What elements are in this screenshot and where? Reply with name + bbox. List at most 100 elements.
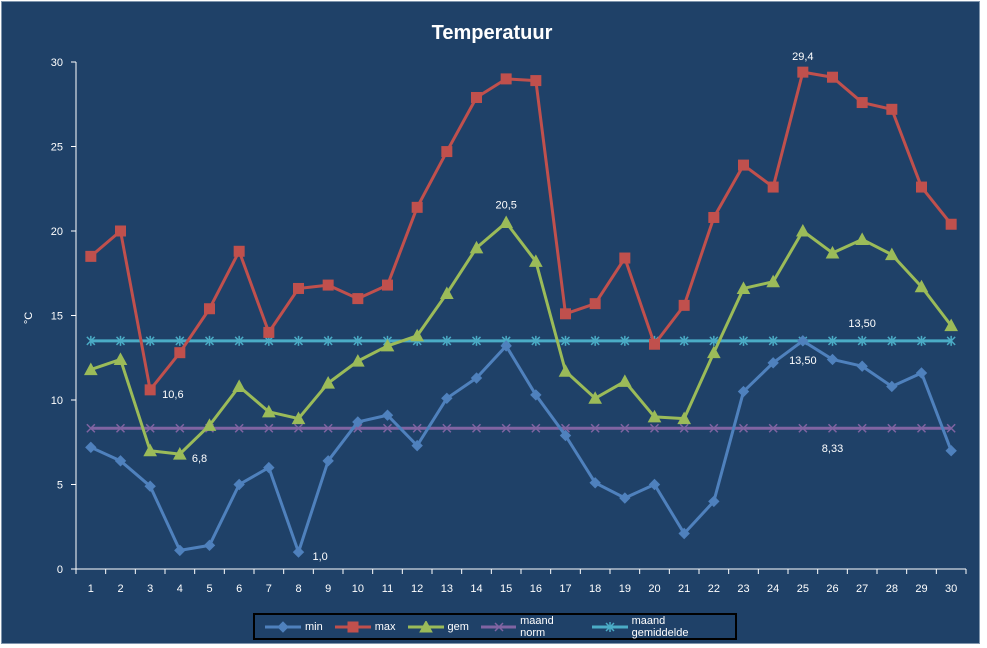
x-tick-label: 14 xyxy=(470,583,482,595)
legend-item-min: min xyxy=(265,621,323,633)
legend-marker xyxy=(605,621,615,632)
data-point-maand-gemiddelde xyxy=(353,335,363,346)
data-point-min xyxy=(174,544,186,557)
data-point-min xyxy=(441,392,453,405)
data-point-max xyxy=(352,293,364,305)
annotations-layer: 29,4 20,5 10,6 6,8 1,0 13,50 13,50 8,33 xyxy=(162,51,876,563)
legend-swatch xyxy=(334,621,371,632)
data-point-min xyxy=(915,367,928,379)
data-point-gem xyxy=(588,391,603,404)
data-point-max xyxy=(708,211,720,223)
legend-item-max: max xyxy=(334,621,396,633)
x-tick-label: 12 xyxy=(411,583,423,595)
legend-marker xyxy=(347,621,359,632)
x-tick-label: 10 xyxy=(352,583,364,595)
data-point-maand-norm xyxy=(382,423,393,433)
x-ticks: 1 2 3 4 5 6 7 8 9 10 11 12 13 14 15 16 17 18 19 20 21 22 23 24 2… xyxy=(75,569,967,595)
data-point-min xyxy=(767,357,779,369)
legend-item-maand-gemiddelde: maand gemiddelde xyxy=(592,615,723,639)
legend-item-maand-norm: maand norm xyxy=(480,614,580,639)
data-point-min xyxy=(886,380,898,393)
y-tick-label: 5 xyxy=(57,480,63,492)
data-point-gem xyxy=(944,318,959,332)
data-point-maand-norm xyxy=(857,423,867,433)
data-point-gem xyxy=(261,404,276,418)
x-tick-label: 2 xyxy=(117,583,123,595)
x-tick-label: 22 xyxy=(708,583,720,595)
series-layer xyxy=(83,66,959,558)
series-gem xyxy=(83,215,959,460)
data-point-maand-gemiddelde xyxy=(768,335,778,346)
data-point-min xyxy=(114,455,127,467)
data-point-min xyxy=(233,478,245,491)
series-line-min xyxy=(90,339,953,554)
data-point-maand-gemiddelde xyxy=(145,335,155,346)
data-point-maand-gemiddelde xyxy=(323,335,333,346)
data-point-max xyxy=(85,250,97,262)
data-point-max xyxy=(174,347,186,359)
x-tick-label: 25 xyxy=(797,583,809,595)
data-point-maand-norm xyxy=(323,423,333,433)
y-tick-label: 20 xyxy=(51,226,63,238)
data-point-min xyxy=(381,409,394,421)
data-label: 13,50 xyxy=(789,355,817,367)
data-point-min xyxy=(737,385,750,398)
data-point-maand-gemiddelde xyxy=(827,335,838,346)
data-point-maand-gemiddelde xyxy=(175,335,185,346)
legend-swatch xyxy=(592,621,628,632)
series-max xyxy=(85,66,957,396)
data-point-min xyxy=(826,353,839,366)
data-point-min xyxy=(589,477,601,489)
series-maand-norm xyxy=(86,423,956,433)
data-point-min xyxy=(856,360,868,372)
data-label: 29,4 xyxy=(792,51,813,63)
data-point-maand-gemiddelde xyxy=(293,335,304,346)
legend-label: maand norm xyxy=(520,614,554,639)
data-point-gem xyxy=(647,409,662,423)
data-point-maand-gemiddelde xyxy=(946,335,956,346)
data-point-gem xyxy=(558,364,573,377)
data-point-gem xyxy=(143,443,158,457)
data-point-min xyxy=(470,372,483,384)
data-label: 10,6 xyxy=(162,389,183,401)
data-point-maand-norm xyxy=(86,423,96,433)
legend-swatch xyxy=(265,620,301,633)
series-line-gem xyxy=(90,221,953,456)
data-point-max xyxy=(916,181,927,193)
legend-marker xyxy=(418,620,433,632)
data-point-min xyxy=(500,340,512,352)
data-point-min xyxy=(797,335,809,347)
data-point-min xyxy=(85,441,97,454)
y-tick-label: 15 xyxy=(51,311,63,323)
y-ticks: 0 5 10 15 20 25 30 xyxy=(51,57,76,576)
data-point-gem xyxy=(291,411,306,425)
data-point-max xyxy=(322,279,334,291)
data-point-max xyxy=(856,97,868,109)
data-point-maand-norm xyxy=(145,423,155,433)
data-label: 13,50 xyxy=(848,318,876,330)
data-point-max xyxy=(263,326,275,338)
data-point-min xyxy=(144,480,156,492)
x-tick-label: 29 xyxy=(915,583,927,595)
data-point-gem xyxy=(855,232,870,245)
y-axis-label: °C xyxy=(23,312,35,324)
data-point-maand-gemiddelde xyxy=(442,335,452,346)
data-point-min xyxy=(263,461,275,474)
data-point-min xyxy=(292,546,305,558)
legend-label: maand gemiddelde xyxy=(631,614,689,639)
data-point-gem xyxy=(439,286,454,300)
data-point-max xyxy=(827,71,838,83)
data-point-maand-gemiddelde xyxy=(86,335,96,346)
x-tick-label: 26 xyxy=(826,583,838,595)
x-tick-label: 24 xyxy=(767,583,779,595)
y-tick-label: 10 xyxy=(51,395,63,407)
data-point-gem xyxy=(528,254,543,267)
data-point-gem xyxy=(380,338,395,352)
data-point-max xyxy=(678,299,690,311)
data-point-maand-norm xyxy=(531,423,541,433)
data-point-gem xyxy=(469,240,484,254)
data-point-gem xyxy=(914,279,929,293)
legend-label: min xyxy=(305,620,323,633)
